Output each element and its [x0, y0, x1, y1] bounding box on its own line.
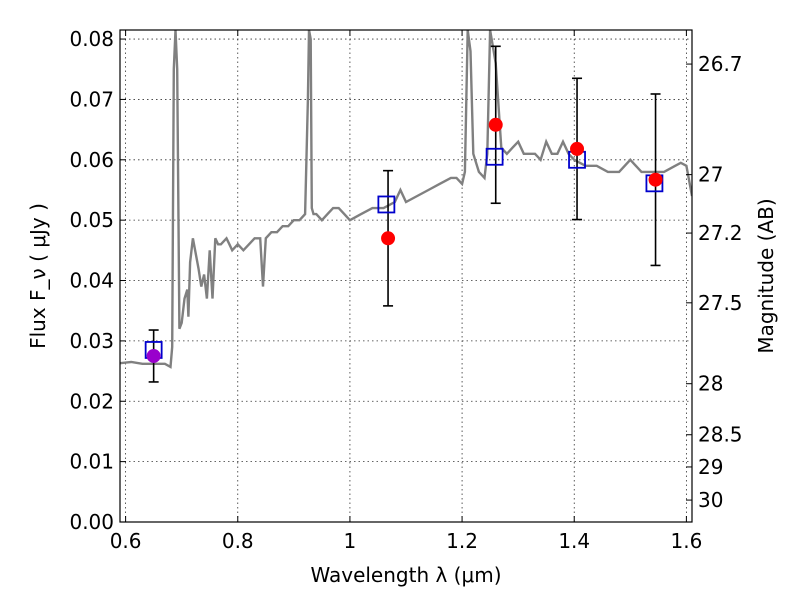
photometry-markers — [144, 45, 664, 383]
model-photometry-square — [485, 147, 504, 166]
model-spectrum-line — [120, 30, 692, 369]
y2-tick-label: 27.2 — [698, 221, 743, 245]
x-tick-label: 1.4 — [558, 529, 590, 553]
y-tick-label: 0.00 — [69, 510, 114, 534]
x-tick-label: 0.6 — [110, 529, 142, 553]
y-axis-label: Flux F_ν ( μJy ) — [26, 203, 50, 349]
model-spectrum-path — [120, 30, 692, 369]
y2-tick-label: 27.5 — [698, 291, 743, 315]
y2-axis-label: Magnitude (AB) — [754, 198, 778, 353]
y2-tick-label: 28.5 — [698, 423, 743, 447]
y-tick-label: 0.03 — [69, 329, 114, 353]
observed-point — [488, 117, 503, 132]
y2-tick-label: 29 — [698, 455, 723, 479]
y2-tick-label: 27 — [698, 163, 723, 187]
y2-tick-labels: 26.7 27 27.2 27.5 28 28.5 29 30 — [698, 52, 743, 512]
y2-tick-label: 28 — [698, 372, 723, 396]
y2-tick-label: 26.7 — [698, 52, 743, 76]
observed-point-highlight — [146, 348, 161, 363]
y-tick-label: 0.05 — [69, 208, 114, 232]
observed-point — [648, 172, 663, 187]
x-tick-label: 1.6 — [670, 529, 702, 553]
x-axis-label: Wavelength λ (μm) — [310, 563, 501, 587]
plot-frame — [119, 29, 693, 523]
x-tick-label: 0.8 — [222, 529, 254, 553]
y-tick-label: 0.04 — [69, 269, 114, 293]
y2-tick-label: 30 — [698, 488, 723, 512]
tick-marks — [120, 30, 692, 523]
y-tick-label: 0.06 — [69, 148, 114, 172]
model-photometry-square — [377, 195, 396, 214]
x-tick-label: 1.2 — [446, 529, 478, 553]
x-tick-labels: 0.6 0.8 1 1.2 1.4 1.6 — [110, 529, 703, 553]
y-tick-label: 0.01 — [69, 450, 114, 474]
observed-point — [570, 141, 585, 156]
y-tick-labels: 0.00 0.01 0.02 0.03 0.04 0.05 0.06 0.07 0.08 — [69, 27, 114, 534]
y-tick-label: 0.02 — [69, 389, 114, 413]
grid — [120, 30, 692, 523]
observed-point — [381, 231, 396, 246]
x-tick-label: 1 — [344, 529, 357, 553]
y-tick-label: 0.07 — [69, 87, 114, 111]
y-tick-label: 0.08 — [69, 27, 114, 51]
